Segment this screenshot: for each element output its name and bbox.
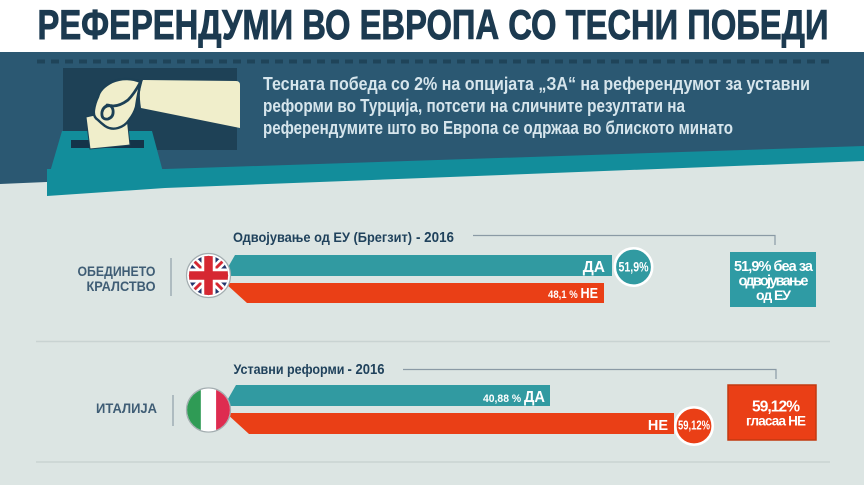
svg-text:ДА: ДА <box>583 259 605 276</box>
svg-text:гласаа НЕ: гласаа НЕ <box>746 414 806 429</box>
svg-text:референдумите што во Европа се: референдумите што во Европа се одржаа во… <box>263 117 733 138</box>
svg-text:ОБЕДИНЕТО: ОБЕДИНЕТО <box>78 263 156 279</box>
svg-text:НЕ: НЕ <box>648 418 668 434</box>
svg-text:51,9% беа за: 51,9% беа за <box>734 259 814 275</box>
svg-text:59,12%: 59,12% <box>752 399 800 416</box>
svg-text:Одвојување од ЕУ (Брегзит): Одвојување од ЕУ (Брегзит) <box>233 230 412 245</box>
svg-text:одвојување: одвојување <box>739 274 809 290</box>
svg-text:48,1 % НЕ: 48,1 % НЕ <box>548 286 598 302</box>
svg-text:Тесната победа со 2% на опција: Тесната победа со 2% на опцијата „ЗА“ на… <box>263 73 810 94</box>
svg-text:ИТАЛИЈА: ИТАЛИЈА <box>96 400 157 416</box>
svg-text:КРАЛСТВО: КРАЛСТВО <box>87 278 156 294</box>
svg-text:40,88 % ДА: 40,88 % ДА <box>483 389 545 406</box>
svg-text:РЕФЕРЕНДУМИ ВО ЕВРОПА СО ТЕСНИ: РЕФЕРЕНДУМИ ВО ЕВРОПА СО ТЕСНИ ПОБЕДИ <box>38 1 829 48</box>
svg-text:51,9%: 51,9% <box>619 259 649 274</box>
svg-text:реформи во Турција, потсети на: реформи во Турција, потсети на сличните … <box>263 95 686 116</box>
svg-text:од ЕУ: од ЕУ <box>756 287 791 303</box>
svg-text:- 2016: - 2016 <box>416 229 454 246</box>
svg-text:59,12%: 59,12% <box>678 419 710 433</box>
svg-text:Уставни реформи: Уставни реформи <box>234 362 345 377</box>
svg-text:- 2016: - 2016 <box>348 361 385 378</box>
